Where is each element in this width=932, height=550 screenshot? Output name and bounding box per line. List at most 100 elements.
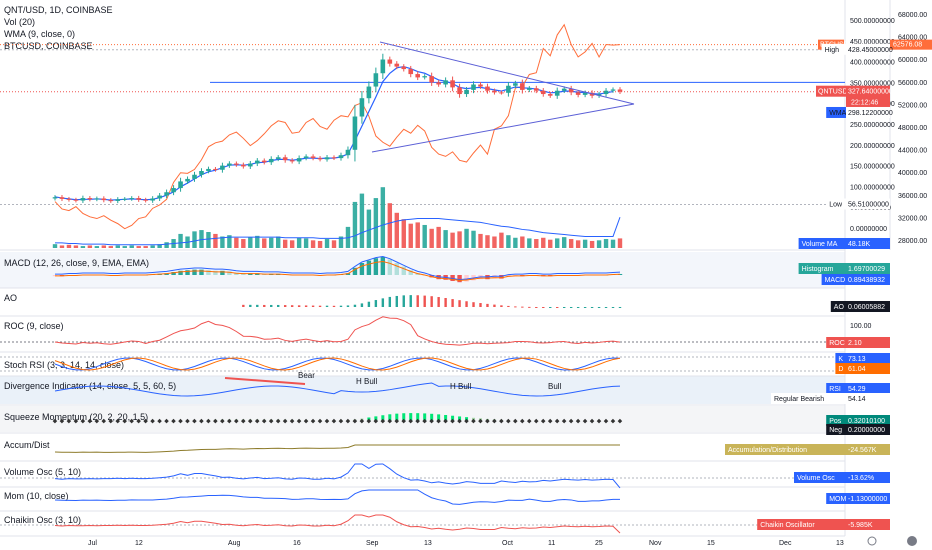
volosc-line (54, 463, 621, 489)
candle-body (422, 76, 427, 78)
stoch-k-tag-label-bg (835, 353, 846, 364)
stoch-d-tag-value: 61.04 (848, 366, 866, 373)
ao-tag-value: 0.06005882 (848, 304, 885, 311)
ao-bar (569, 307, 573, 308)
chaikin-tag-label-bg (757, 519, 846, 530)
squeeze-bar (458, 416, 462, 421)
wma-tag-label: WMA (829, 110, 846, 117)
btc-tag-value: 62576.08 (893, 42, 922, 49)
rsi-tag-value-bg (846, 383, 890, 394)
volume-bar (450, 232, 455, 248)
squeeze-dot (247, 418, 253, 424)
squeeze-dot (401, 418, 406, 424)
ao-bar (583, 307, 587, 308)
qnt-tag-value: 327.64000000 (848, 89, 893, 96)
squeeze-dot (282, 418, 288, 424)
candle-body (533, 88, 539, 91)
ao-bar (388, 296, 392, 307)
squeeze-bar (388, 414, 392, 421)
ao-bar (576, 307, 580, 308)
candle-body (115, 199, 121, 201)
candle-body (310, 156, 316, 159)
candle-body (359, 98, 365, 117)
roc-tag-value: 2.10 (848, 340, 862, 347)
ao-bar (451, 299, 454, 307)
squeeze-tag-2-value: 0.20000000 (848, 427, 885, 434)
candle-body (268, 158, 274, 163)
chaikin-tag-label: Chaikin Oscillator (760, 522, 815, 529)
candle-body (108, 200, 114, 202)
candle-body (206, 168, 211, 172)
squeeze-bar (374, 416, 378, 421)
ao-bar (277, 304, 280, 307)
macd-histogram-bar (408, 270, 413, 275)
squeeze-dot (345, 418, 351, 424)
squeeze-tag-2-label-bg (826, 424, 846, 435)
btc-axis[interactable]: 68000.00 64000.00 60000.00 56000.00 52000.00… (898, 12, 927, 245)
volume-bar (129, 245, 134, 248)
candle-body (596, 94, 602, 96)
squeeze-dot (443, 418, 448, 424)
volume-bar (527, 238, 532, 248)
macd-hist-tag-value-bg (846, 263, 890, 274)
time-tick-label: 13 (836, 540, 844, 547)
legend-btc: BTCUSD, COINBASE (4, 41, 93, 51)
volume-bar (534, 239, 539, 248)
ao-bar (437, 297, 440, 307)
btc-tick-label: 52000.00 (898, 102, 927, 109)
squeeze-dot (499, 418, 504, 424)
volume-bar (143, 246, 148, 248)
macd-histogram-bar (213, 270, 218, 275)
btc-tick-label: 40000.00 (898, 170, 927, 177)
macd-pane-bg (0, 252, 845, 288)
ao-bar (486, 303, 489, 307)
squeeze-dot (289, 418, 295, 424)
squeeze-bar (430, 413, 434, 421)
main-pane[interactable] (0, 23, 845, 248)
btc-tick-label: 44000.00 (898, 148, 927, 155)
squeeze-dot (436, 418, 441, 424)
candle-body (87, 198, 93, 200)
squeeze-tag-1-label: Pos (829, 418, 842, 425)
high-tag-label-bg (821, 43, 846, 55)
candle-body (171, 188, 176, 193)
time-tick-label: 13 (424, 540, 432, 547)
bearish-tag-value-bg (846, 393, 890, 404)
ao-bar (318, 305, 322, 307)
volume-bar (157, 244, 162, 248)
volume-bar (220, 236, 225, 248)
squeeze-dot (387, 418, 393, 424)
squeeze-dot (415, 418, 420, 424)
volume-bar (282, 239, 288, 248)
macd-histogram-bar (457, 275, 462, 283)
candle-body (129, 198, 135, 200)
btc-tick-label: 32000.00 (898, 215, 927, 222)
candle-body (80, 198, 86, 201)
roc-tag-label: ROC (829, 340, 845, 347)
ao-bar (444, 298, 447, 307)
candle-body (185, 178, 190, 182)
bearish-divergence-line (224, 377, 306, 385)
ao-bar (325, 305, 329, 307)
candle-body (540, 90, 546, 95)
volume-bar (408, 223, 413, 248)
ao-bar (332, 305, 336, 307)
volume-bar (555, 238, 560, 248)
squeeze-dot (485, 418, 490, 424)
candle-body (513, 83, 518, 86)
candle-body (150, 198, 155, 201)
macd-histogram-bar (178, 270, 183, 275)
qnt-tag-countdown: 22:12:46 (851, 100, 878, 107)
volume-bar (338, 236, 344, 248)
time-axis[interactable]: Jul 12 Aug 16 Sep 13 Oct 11 25 Nov 15 Dec 13 (88, 536, 917, 547)
volume-bar (248, 237, 253, 248)
candle-body (157, 195, 162, 199)
candle-body (289, 160, 295, 162)
volume-bar (241, 239, 246, 248)
squeeze-dot (422, 418, 427, 424)
btc-tick-label: 64000.00 (898, 35, 927, 42)
volosc-tag-value-bg (846, 472, 890, 483)
candle-body (254, 160, 260, 164)
volume-bar (317, 240, 323, 248)
